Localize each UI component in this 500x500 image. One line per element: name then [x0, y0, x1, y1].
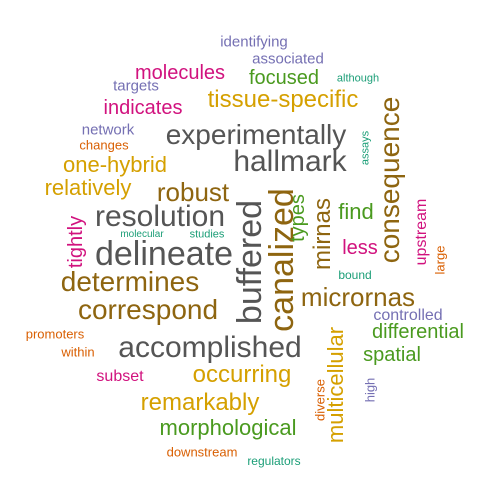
- word-focused: focused: [248, 67, 320, 89]
- word-tissue-specific: tissue-specific: [207, 86, 359, 113]
- word-subset: subset: [96, 368, 144, 385]
- word-mirnas: mirnas: [309, 197, 336, 271]
- word-less: less: [342, 237, 378, 259]
- word-consequence: consequence: [374, 96, 405, 264]
- word-assays: assays: [359, 130, 372, 166]
- word-regulators: regulators: [247, 454, 301, 468]
- word-types: types: [287, 194, 309, 242]
- word-large: large: [432, 245, 448, 275]
- word-molecular: molecular: [120, 229, 164, 240]
- word-within: within: [61, 344, 95, 360]
- word-molecules: molecules: [134, 62, 226, 84]
- word-identifying: identifying: [220, 33, 288, 51]
- word-network: network: [81, 121, 135, 139]
- word-resolution: resolution: [94, 200, 226, 233]
- word-delineate: delineate: [94, 235, 234, 273]
- word-occurring: occurring: [192, 361, 292, 388]
- word-indicates: indicates: [103, 97, 183, 119]
- word-downstream: downstream: [166, 444, 238, 460]
- word-buffered: buffered: [231, 199, 269, 325]
- word-diverse: diverse: [312, 379, 328, 421]
- word-robust: robust: [156, 177, 230, 207]
- word-controlled: controlled: [373, 307, 443, 324]
- word-relatively: relatively: [44, 175, 132, 200]
- word-changes: changes: [79, 137, 129, 153]
- word-high: high: [362, 377, 378, 403]
- word-multicellular: multicellular: [323, 326, 348, 444]
- word-studies: studies: [189, 228, 225, 241]
- word-associated: associated: [252, 50, 324, 68]
- word-find: find: [338, 199, 374, 224]
- word-targets: targets: [113, 77, 159, 95]
- word-hallmark: hallmark: [233, 145, 347, 178]
- word-remarkably: remarkably: [140, 389, 260, 416]
- word-spatial: spatial: [363, 344, 421, 366]
- word-bound: bound: [338, 268, 372, 282]
- word-micrornas: micrornas: [300, 282, 416, 312]
- word-correspond: correspond: [77, 294, 219, 325]
- word-determines: determines: [60, 266, 200, 297]
- word-upstream: upstream: [413, 198, 430, 266]
- word-accomplished: accomplished: [118, 331, 302, 364]
- word-one-hybrid: one-hybrid: [63, 152, 167, 177]
- word-differential: differential: [372, 321, 464, 343]
- word-although: although: [336, 72, 380, 85]
- word-promoters: promoters: [25, 326, 85, 342]
- word-morphological: morphological: [159, 415, 297, 440]
- word-tightly: tightly: [65, 215, 87, 269]
- word-experimentally: experimentally: [165, 119, 347, 150]
